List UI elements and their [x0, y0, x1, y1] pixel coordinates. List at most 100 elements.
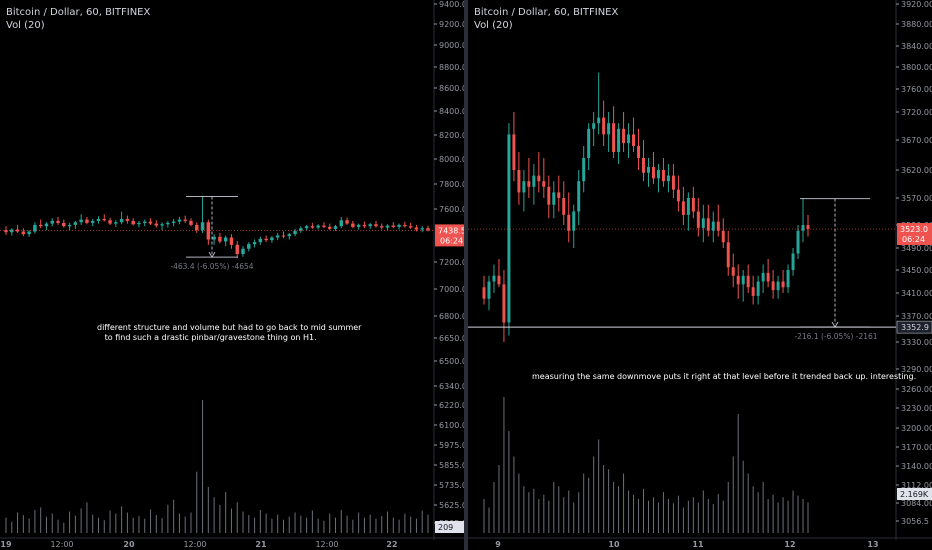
annotation-text-right[interactable]: measuring the same downmove puts it righ…: [532, 372, 917, 381]
candle-body[interactable]: [507, 134, 511, 323]
candle-body[interactable]: [592, 123, 596, 129]
candle-body[interactable]: [287, 234, 291, 237]
candle-body[interactable]: [751, 287, 755, 296]
candle-body[interactable]: [322, 225, 326, 227]
candle-body[interactable]: [148, 221, 153, 224]
candle-body[interactable]: [247, 244, 251, 249]
candle-body[interactable]: [701, 218, 705, 228]
pane-divider[interactable]: [464, 0, 468, 550]
chart-pane-left[interactable]: 9400.00 9200.00 9000.00 8800.00 8600.00 8400.…: [0, 0, 464, 550]
candle-body[interactable]: [189, 220, 193, 225]
candle-body[interactable]: [229, 237, 234, 245]
candle-body[interactable]: [676, 189, 680, 202]
candle-body[interactable]: [716, 221, 720, 231]
candle-body[interactable]: [252, 242, 257, 245]
candle-body[interactable]: [73, 222, 78, 225]
candle-body[interactable]: [56, 220, 60, 223]
candle-body[interactable]: [557, 192, 561, 198]
candle-body[interactable]: [746, 275, 750, 288]
candle-body[interactable]: [102, 218, 107, 221]
candle-body[interactable]: [166, 222, 170, 225]
candle-body[interactable]: [351, 223, 355, 227]
candle-body[interactable]: [67, 224, 72, 227]
candle-body[interactable]: [38, 224, 43, 227]
candle-body[interactable]: [532, 175, 536, 187]
candle-body[interactable]: [362, 224, 367, 227]
chart-pane-right[interactable]: 3920.00 3880.00 3840.00 3800.00 3760.00 3720.…: [468, 0, 932, 550]
candle-body[interactable]: [420, 228, 424, 230]
chart-right-svg[interactable]: 3920.00 3880.00 3840.00 3800.00 3760.00 3720.…: [468, 0, 932, 550]
candle-body[interactable]: [736, 275, 740, 285]
candle-body[interactable]: [801, 225, 805, 231]
candle-body[interactable]: [656, 170, 660, 179]
candle-body[interactable]: [786, 270, 790, 288]
candle-body[interactable]: [275, 235, 280, 238]
candle-body[interactable]: [771, 281, 775, 291]
candle-body[interactable]: [632, 134, 636, 146]
candle-body[interactable]: [706, 218, 710, 231]
candle-body[interactable]: [27, 231, 31, 235]
candle-body[interactable]: [487, 281, 491, 299]
candle-body[interactable]: [661, 170, 665, 182]
candle-body[interactable]: [119, 218, 124, 223]
candle-body[interactable]: [299, 228, 303, 231]
candle-body[interactable]: [731, 267, 735, 276]
symbol-title-right[interactable]: Bitcoin / Dollar, 60, BITFINEX: [474, 7, 619, 18]
candle-body[interactable]: [756, 281, 760, 296]
candle-body[interactable]: [512, 134, 516, 170]
candle-body[interactable]: [726, 242, 730, 268]
candle-body[interactable]: [356, 224, 361, 227]
candle-body[interactable]: [497, 275, 501, 285]
candle-body[interactable]: [21, 231, 26, 235]
candle-body[interactable]: [572, 211, 576, 231]
candle-body[interactable]: [527, 181, 531, 187]
candle-body[interactable]: [408, 226, 413, 228]
candle-body[interactable]: [223, 237, 228, 242]
candle-body[interactable]: [50, 220, 54, 224]
candle-body[interactable]: [206, 222, 211, 240]
candle-body[interactable]: [781, 281, 785, 288]
volume-indicator-label-left[interactable]: Vol (20): [6, 20, 45, 31]
volume-indicator-label-right[interactable]: Vol (20): [474, 20, 513, 31]
candle-body[interactable]: [44, 223, 49, 227]
candle-body[interactable]: [281, 235, 286, 237]
candle-body[interactable]: [85, 219, 89, 223]
candle-body[interactable]: [502, 284, 506, 323]
candle-body[interactable]: [270, 237, 274, 241]
candle-body[interactable]: [627, 134, 631, 143]
candle-body[interactable]: [131, 220, 135, 225]
candle-body[interactable]: [567, 214, 571, 231]
candle-body[interactable]: [414, 227, 419, 230]
candle-body[interactable]: [368, 224, 372, 227]
candle-body[interactable]: [90, 220, 95, 223]
candle-body[interactable]: [304, 226, 309, 229]
candle-body[interactable]: [691, 198, 695, 212]
candle-body[interactable]: [391, 225, 396, 227]
candle-body[interactable]: [582, 158, 586, 182]
candle-body[interactable]: [212, 236, 216, 240]
candle-body[interactable]: [310, 226, 315, 228]
candle-body[interactable]: [806, 225, 810, 230]
candle-body[interactable]: [741, 275, 745, 285]
candle-body[interactable]: [721, 230, 725, 243]
candle-body[interactable]: [686, 198, 690, 215]
candle-body[interactable]: [577, 181, 581, 212]
candle-body[interactable]: [537, 175, 541, 182]
candle-body[interactable]: [79, 219, 83, 223]
candle-body[interactable]: [637, 146, 641, 158]
candle-body[interactable]: [791, 253, 795, 271]
candle-body[interactable]: [542, 181, 546, 187]
candle-body[interactable]: [651, 167, 655, 179]
candle-body[interactable]: [293, 230, 297, 235]
candle-body[interactable]: [154, 223, 159, 226]
candle-body[interactable]: [339, 220, 344, 227]
candle-body[interactable]: [143, 221, 147, 223]
candle-body[interactable]: [796, 230, 800, 254]
candle-body[interactable]: [125, 218, 130, 221]
candle-body[interactable]: [666, 175, 670, 182]
candle-body[interactable]: [766, 272, 770, 282]
candle-body[interactable]: [137, 222, 141, 225]
candle-body[interactable]: [241, 248, 245, 255]
candle-body[interactable]: [587, 128, 591, 158]
candle-body[interactable]: [10, 229, 14, 233]
